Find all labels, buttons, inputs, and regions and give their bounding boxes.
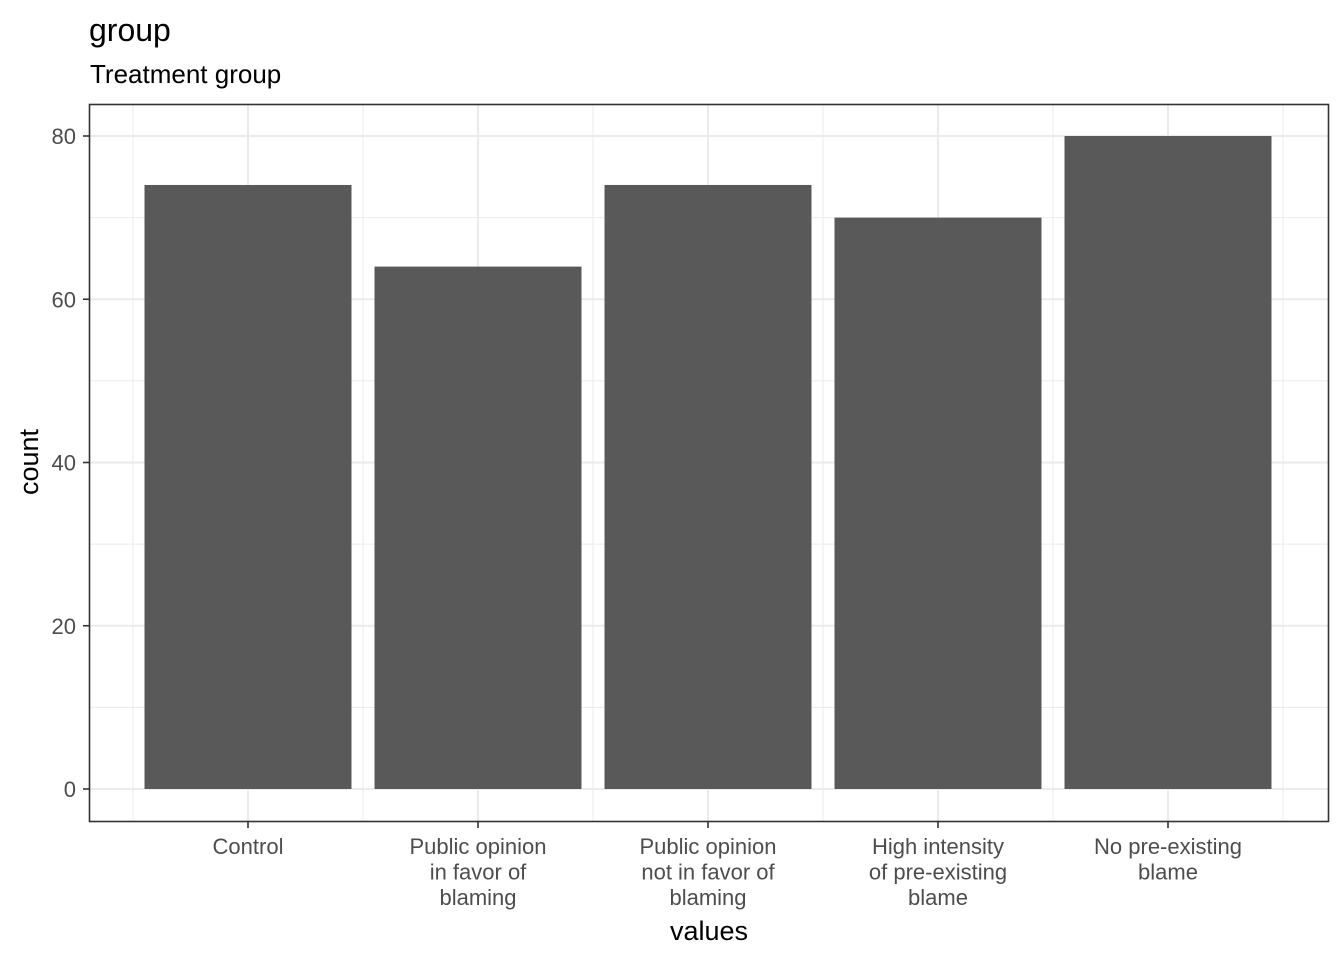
y-tick-label: 40 xyxy=(52,451,76,476)
axes: 0 20 40 60 80 Control Public opinion in favor o… xyxy=(52,124,1242,910)
bar xyxy=(1064,136,1272,789)
bar xyxy=(144,184,352,790)
bars xyxy=(144,136,1272,790)
x-tick-label: No pre-existing blame xyxy=(1094,834,1242,885)
bar xyxy=(604,184,812,790)
y-tick-label: 0 xyxy=(64,777,76,802)
x-tick-label: Public opinion not in favor of blaming xyxy=(640,834,777,910)
chart-title: group xyxy=(89,12,171,48)
bar xyxy=(834,217,1042,789)
bar xyxy=(374,266,582,790)
y-axis-title: count xyxy=(14,428,44,495)
y-tick-label: 80 xyxy=(52,124,76,149)
x-axis-title: values xyxy=(670,916,748,946)
y-tick-label: 20 xyxy=(52,614,76,639)
chart-subtitle: Treatment group xyxy=(90,59,281,89)
x-tick-label: High intensity of pre-existing blame xyxy=(869,834,1007,910)
x-tick-label: Public opinion in favor of blaming xyxy=(410,834,547,910)
x-tick-label: Control xyxy=(213,834,284,859)
y-tick-label: 60 xyxy=(52,287,76,312)
